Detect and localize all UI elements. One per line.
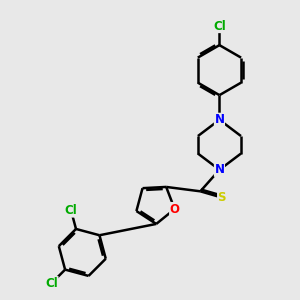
Text: O: O (170, 202, 180, 215)
Text: Cl: Cl (213, 20, 226, 32)
Text: S: S (218, 191, 226, 204)
Text: Cl: Cl (45, 277, 58, 290)
Text: N: N (214, 113, 224, 126)
Text: Cl: Cl (65, 204, 77, 217)
Text: N: N (214, 163, 224, 176)
